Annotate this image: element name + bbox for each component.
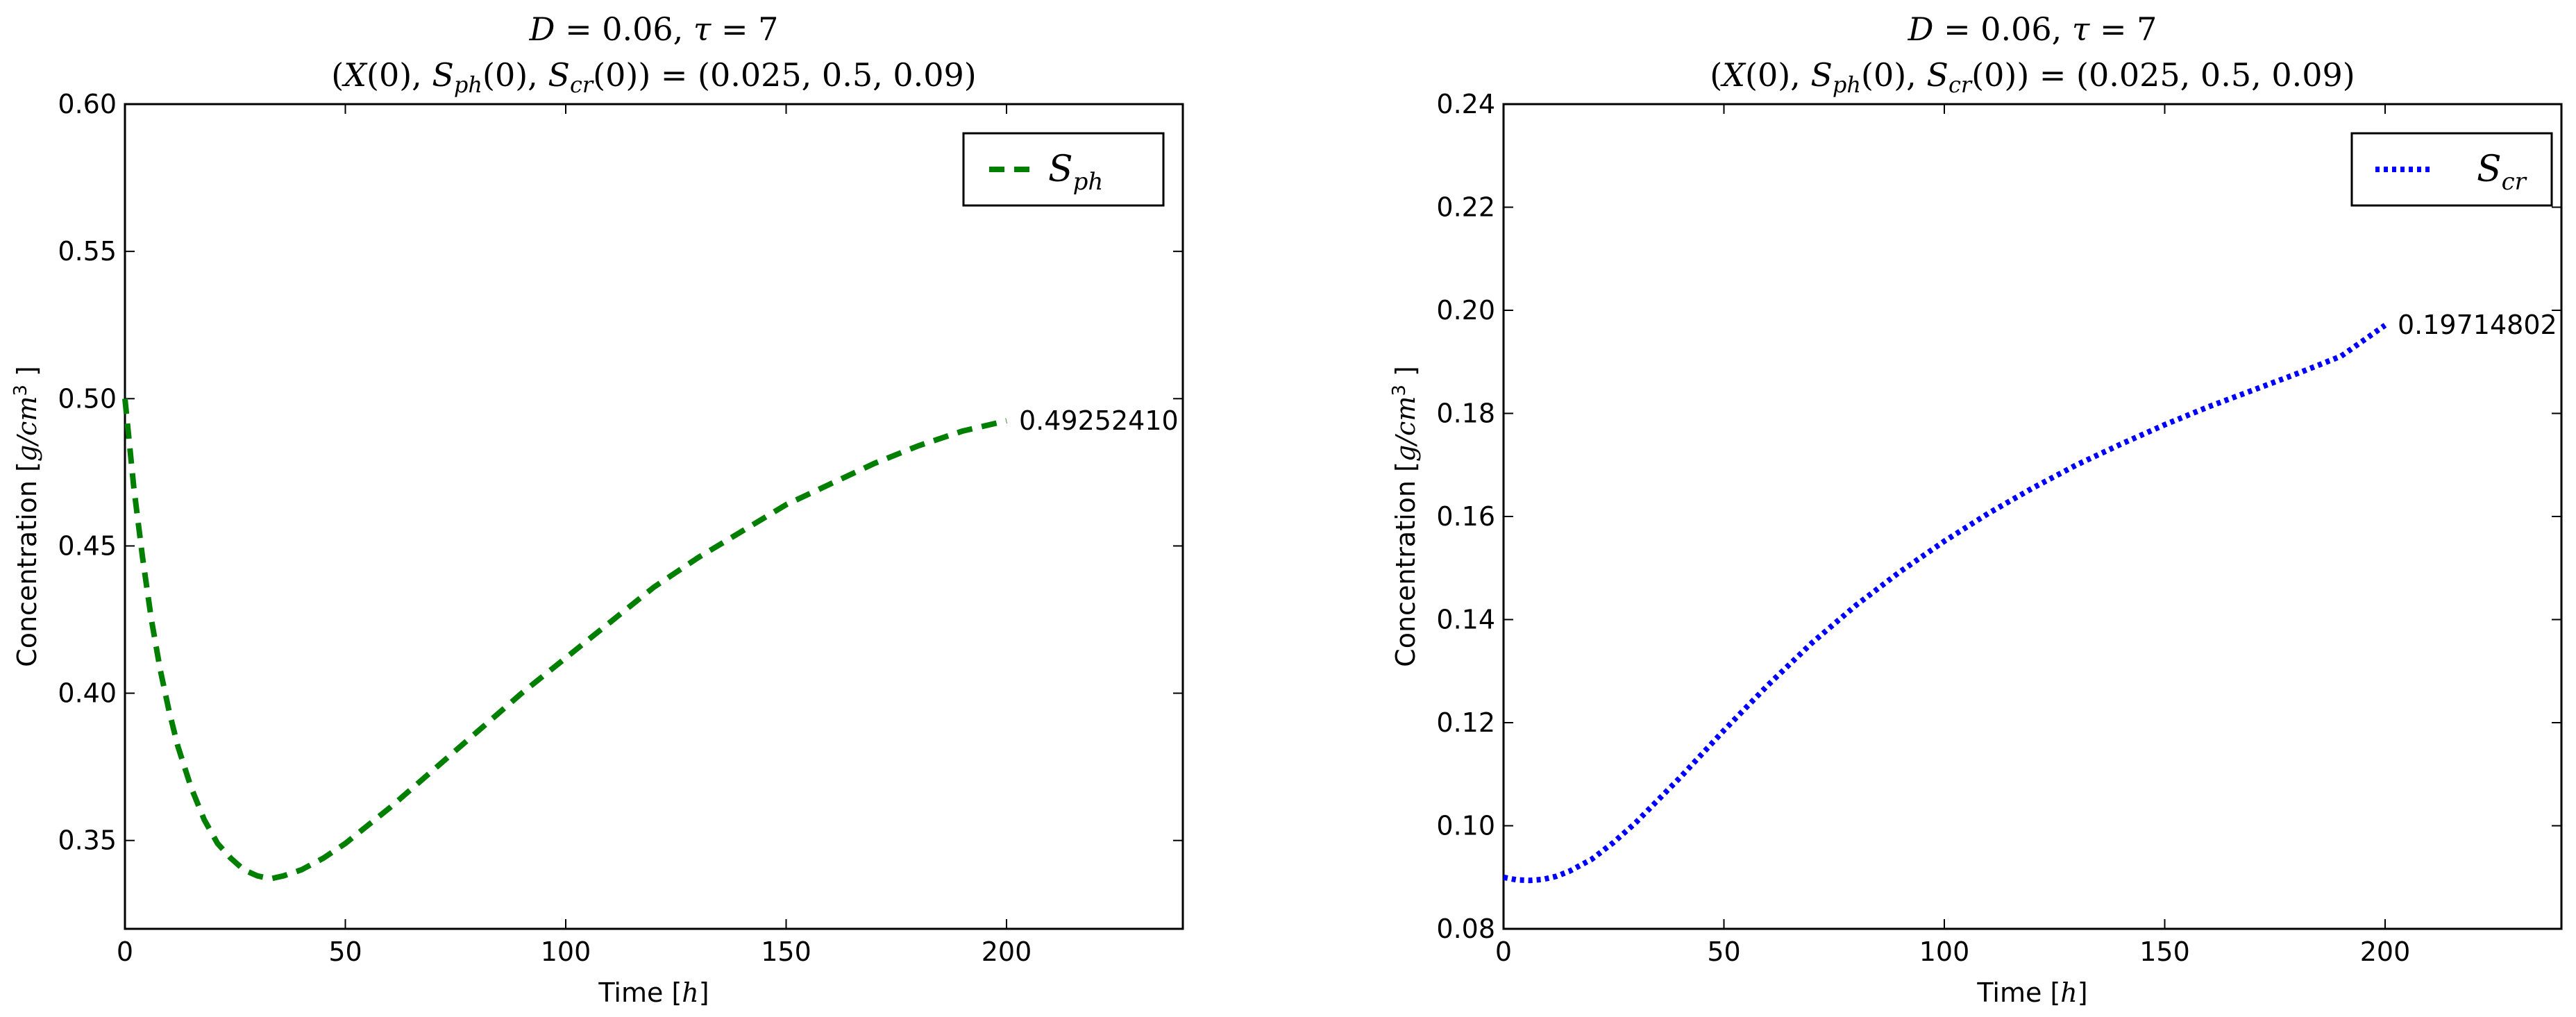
x-tick-label: 150 (761, 936, 811, 967)
y-tick-label: 0.14 (1436, 605, 1495, 635)
right-end-value-label: 0.19714802 (2398, 310, 2557, 340)
x-tick-label: 50 (1707, 936, 1740, 967)
right-x-axis-label: Time [h] (1976, 977, 2087, 1008)
series-line-s-cr (1503, 323, 2387, 884)
x-tick-label: 150 (2139, 936, 2190, 967)
y-tick-label: 0.22 (1436, 192, 1495, 223)
y-tick-label: 0.18 (1436, 398, 1495, 429)
x-tick-label: 100 (1919, 936, 1970, 967)
x-tick-label: 100 (541, 936, 591, 967)
right-chart: D = 0.06, τ = 7 (X(0), Sph(0), Scr(0)) =… (1389, 10, 2563, 1008)
left-x-axis-label: Time [h] (598, 977, 709, 1008)
y-tick-label: 0.24 (1436, 89, 1495, 119)
y-tick-label: 0.40 (58, 678, 117, 709)
left-legend-label: Sph (1048, 149, 1103, 196)
y-tick-label: 0.12 (1436, 707, 1495, 738)
left-title-line1: D = 0.06, τ = 7 (529, 10, 779, 48)
left-chart-title: D = 0.06, τ = 7 (X(0), Sph(0), Scr(0)) =… (331, 10, 976, 98)
y-tick-label: 0.50 (58, 383, 117, 414)
x-tick-label: 0 (1495, 936, 1512, 967)
left-title-line2: (X(0), Sph(0), Scr(0)) = (0.025, 0.5, 0.… (331, 56, 976, 98)
left-legend-box (962, 132, 1165, 207)
right-y-axis-label: Concentration [g/cm3 ] (1389, 366, 1421, 667)
left-y-axis-label: Concentration [g/cm3 ] (10, 366, 42, 667)
right-legend-label: Scr (2477, 149, 2527, 196)
right-y-ticks: 0.08 0.10 0.12 0.14 0.16 0.18 0.20 0.22 0.24 (1436, 89, 2561, 944)
left-legend: Sph (962, 132, 1165, 207)
right-chart-title: D = 0.06, τ = 7 (X(0), Sph(0), Scr(0)) =… (1710, 10, 2355, 98)
y-tick-label: 0.60 (58, 89, 117, 119)
series-line-s-ph (122, 398, 1007, 882)
x-tick-label: 200 (982, 936, 1032, 967)
right-legend: Scr (2350, 132, 2553, 207)
right-x-ticks: 0 50 100 150 200 (1495, 104, 2410, 967)
y-tick-label: 0.16 (1436, 501, 1495, 532)
y-tick-label: 0.20 (1436, 295, 1495, 326)
left-x-ticks: 0 50 100 150 200 (117, 104, 1032, 967)
right-title-line1: D = 0.06, τ = 7 (1908, 10, 2157, 48)
y-tick-label: 0.45 (58, 530, 117, 561)
y-tick-label: 0.10 (1436, 811, 1495, 841)
y-tick-label: 0.35 (58, 825, 117, 856)
x-tick-label: 50 (328, 936, 362, 967)
x-tick-label: 0 (117, 936, 133, 967)
y-tick-label: 0.55 (58, 236, 117, 267)
x-tick-label: 200 (2360, 936, 2411, 967)
left-chart: D = 0.06, τ = 7 (X(0), Sph(0), Scr(0)) =… (10, 10, 1184, 1008)
left-plot-frame (124, 103, 1184, 930)
right-title-line2: (X(0), Sph(0), Scr(0)) = (0.025, 0.5, 0.… (1710, 56, 2355, 98)
left-end-value-label: 0.49252410 (1019, 405, 1179, 436)
y-tick-label: 0.08 (1436, 914, 1495, 944)
left-y-ticks: 0.35 0.40 0.45 0.50 0.55 0.60 (58, 89, 1183, 856)
